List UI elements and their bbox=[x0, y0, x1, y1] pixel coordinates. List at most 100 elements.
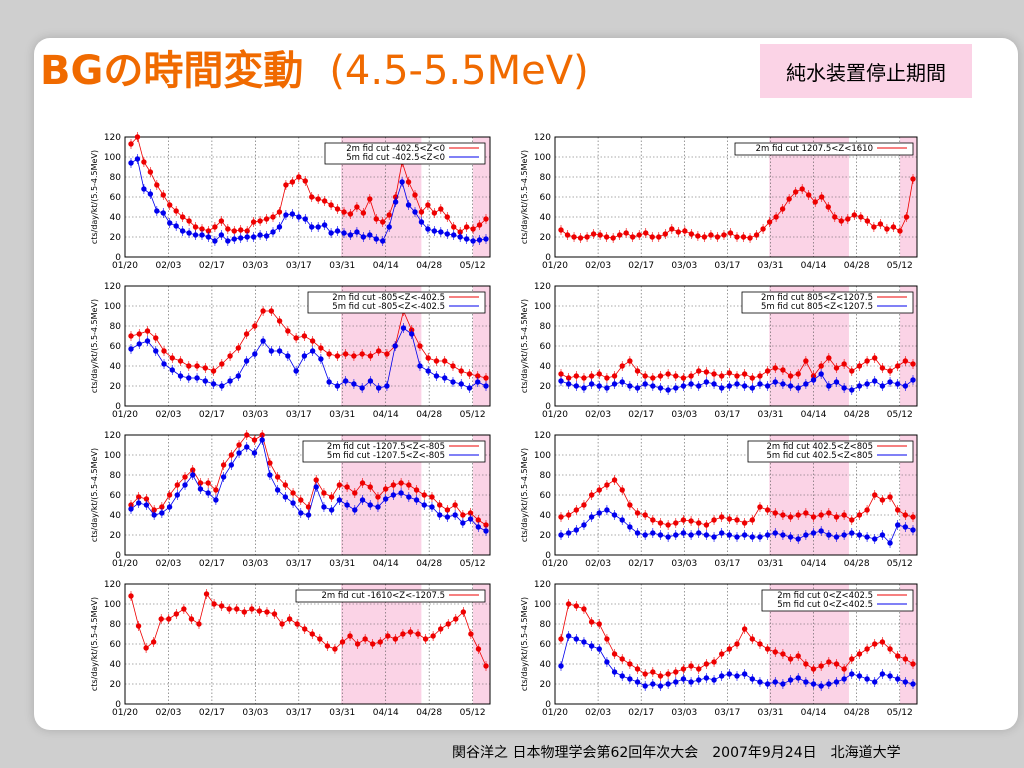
x-tick-label: 03/31 bbox=[758, 410, 784, 420]
x-tick-label: 03/03 bbox=[242, 410, 268, 420]
data-point-blue bbox=[384, 383, 390, 389]
data-point-red bbox=[160, 192, 166, 198]
data-point-blue bbox=[864, 534, 870, 540]
data-point-blue bbox=[558, 378, 564, 384]
data-point-red bbox=[871, 224, 877, 230]
data-point-red bbox=[833, 365, 840, 371]
data-point-blue bbox=[734, 673, 740, 679]
shutdown-period-label: 純水装置停止期間 bbox=[760, 44, 972, 98]
data-point-blue bbox=[334, 383, 341, 389]
y-tick-label: 100 bbox=[534, 600, 551, 610]
data-point-blue bbox=[470, 238, 476, 244]
legend-entry: 5m fid cut -1207.5<Z<-805 bbox=[327, 451, 445, 461]
data-point-blue bbox=[818, 683, 824, 689]
x-tick-label: 02/17 bbox=[628, 559, 654, 569]
data-point-red bbox=[740, 234, 747, 240]
x-tick-label: 03/17 bbox=[286, 559, 312, 569]
data-point-blue bbox=[757, 381, 763, 387]
data-point-blue bbox=[780, 681, 786, 687]
data-point-red bbox=[772, 510, 778, 516]
data-point-red bbox=[134, 134, 141, 140]
data-point-blue bbox=[795, 385, 801, 391]
data-point-red bbox=[256, 608, 263, 614]
data-point-blue bbox=[741, 532, 748, 538]
data-point-blue bbox=[336, 497, 343, 503]
data-point-blue bbox=[344, 502, 350, 508]
data-point-red bbox=[359, 351, 365, 357]
x-tick-label: 03/31 bbox=[329, 559, 355, 569]
data-point-red bbox=[179, 214, 186, 220]
data-point-red bbox=[226, 606, 232, 612]
chart-panel-8: 0 20 40 60 80 100 120 01/20 02/03 02/17 03/03 03/17… bbox=[520, 580, 918, 718]
data-point-red bbox=[244, 432, 250, 438]
data-point-blue bbox=[425, 368, 431, 374]
legend-box bbox=[741, 291, 914, 314]
data-point-blue bbox=[849, 387, 855, 393]
legend-entry: 2m fid cut -805<Z<-402.5 bbox=[332, 293, 445, 303]
data-point-blue bbox=[734, 534, 740, 540]
data-point-red bbox=[243, 331, 250, 337]
data-point-red bbox=[795, 653, 801, 659]
data-point-blue bbox=[143, 502, 150, 508]
data-point-blue bbox=[841, 385, 847, 391]
data-point-red bbox=[849, 656, 855, 662]
data-point-blue bbox=[565, 530, 572, 536]
x-tick-label: 02/17 bbox=[628, 261, 654, 271]
data-point-red bbox=[174, 482, 181, 488]
data-point-red bbox=[812, 199, 818, 205]
x-tick-label: 05/12 bbox=[887, 559, 913, 569]
data-point-blue bbox=[833, 379, 840, 385]
data-point-blue bbox=[856, 532, 863, 538]
data-point-red bbox=[144, 328, 151, 334]
data-point-red bbox=[196, 621, 202, 627]
x-tick-label: 04/28 bbox=[844, 261, 870, 271]
data-point-blue bbox=[902, 524, 909, 530]
x-tick-label: 04/28 bbox=[844, 708, 870, 718]
x-tick-label: 04/28 bbox=[416, 708, 442, 718]
data-point-blue bbox=[476, 237, 483, 243]
data-point-blue bbox=[429, 504, 435, 510]
data-point-blue bbox=[627, 524, 633, 530]
data-point-blue bbox=[910, 377, 916, 383]
data-point-blue bbox=[301, 353, 308, 359]
data-point-red bbox=[406, 482, 412, 488]
data-point-red bbox=[317, 636, 323, 642]
data-point-blue bbox=[680, 530, 687, 536]
x-tick-label: 02/03 bbox=[155, 261, 181, 271]
y-tick-label: 120 bbox=[534, 133, 551, 143]
data-point-red bbox=[708, 232, 714, 238]
data-point-red bbox=[210, 368, 217, 374]
data-point-red bbox=[764, 507, 771, 513]
x-tick-label: 01/20 bbox=[112, 559, 138, 569]
data-point-blue bbox=[341, 230, 347, 236]
data-point-red bbox=[610, 235, 616, 241]
y-tick-label: 80 bbox=[540, 173, 552, 183]
data-point-blue bbox=[588, 643, 595, 649]
data-point-red bbox=[611, 373, 618, 379]
data-point-red bbox=[669, 226, 675, 232]
data-point-red bbox=[753, 232, 760, 238]
data-point-red bbox=[186, 218, 192, 224]
data-point-red bbox=[818, 512, 824, 518]
data-point-blue bbox=[433, 373, 440, 379]
data-point-blue bbox=[199, 232, 205, 238]
y-axis-label: cts/day/kt/(5.5-4.5MeV) bbox=[90, 150, 99, 244]
data-point-red bbox=[630, 234, 636, 240]
data-point-red bbox=[634, 510, 641, 516]
data-point-blue bbox=[902, 383, 909, 389]
data-point-red bbox=[872, 355, 878, 361]
data-point-red bbox=[415, 631, 421, 637]
data-point-blue bbox=[425, 226, 431, 232]
data-point-blue bbox=[250, 234, 257, 240]
data-point-red bbox=[657, 673, 664, 679]
data-point-blue bbox=[558, 663, 564, 669]
data-point-red bbox=[370, 641, 376, 647]
x-tick-label: 03/17 bbox=[286, 410, 312, 420]
y-tick-label: 0 bbox=[115, 402, 121, 412]
data-point-red bbox=[619, 487, 625, 493]
data-point-red bbox=[188, 616, 195, 622]
data-point-red bbox=[205, 228, 212, 234]
data-point-blue bbox=[282, 494, 289, 500]
data-point-blue bbox=[202, 378, 209, 384]
data-point-red bbox=[147, 169, 154, 175]
